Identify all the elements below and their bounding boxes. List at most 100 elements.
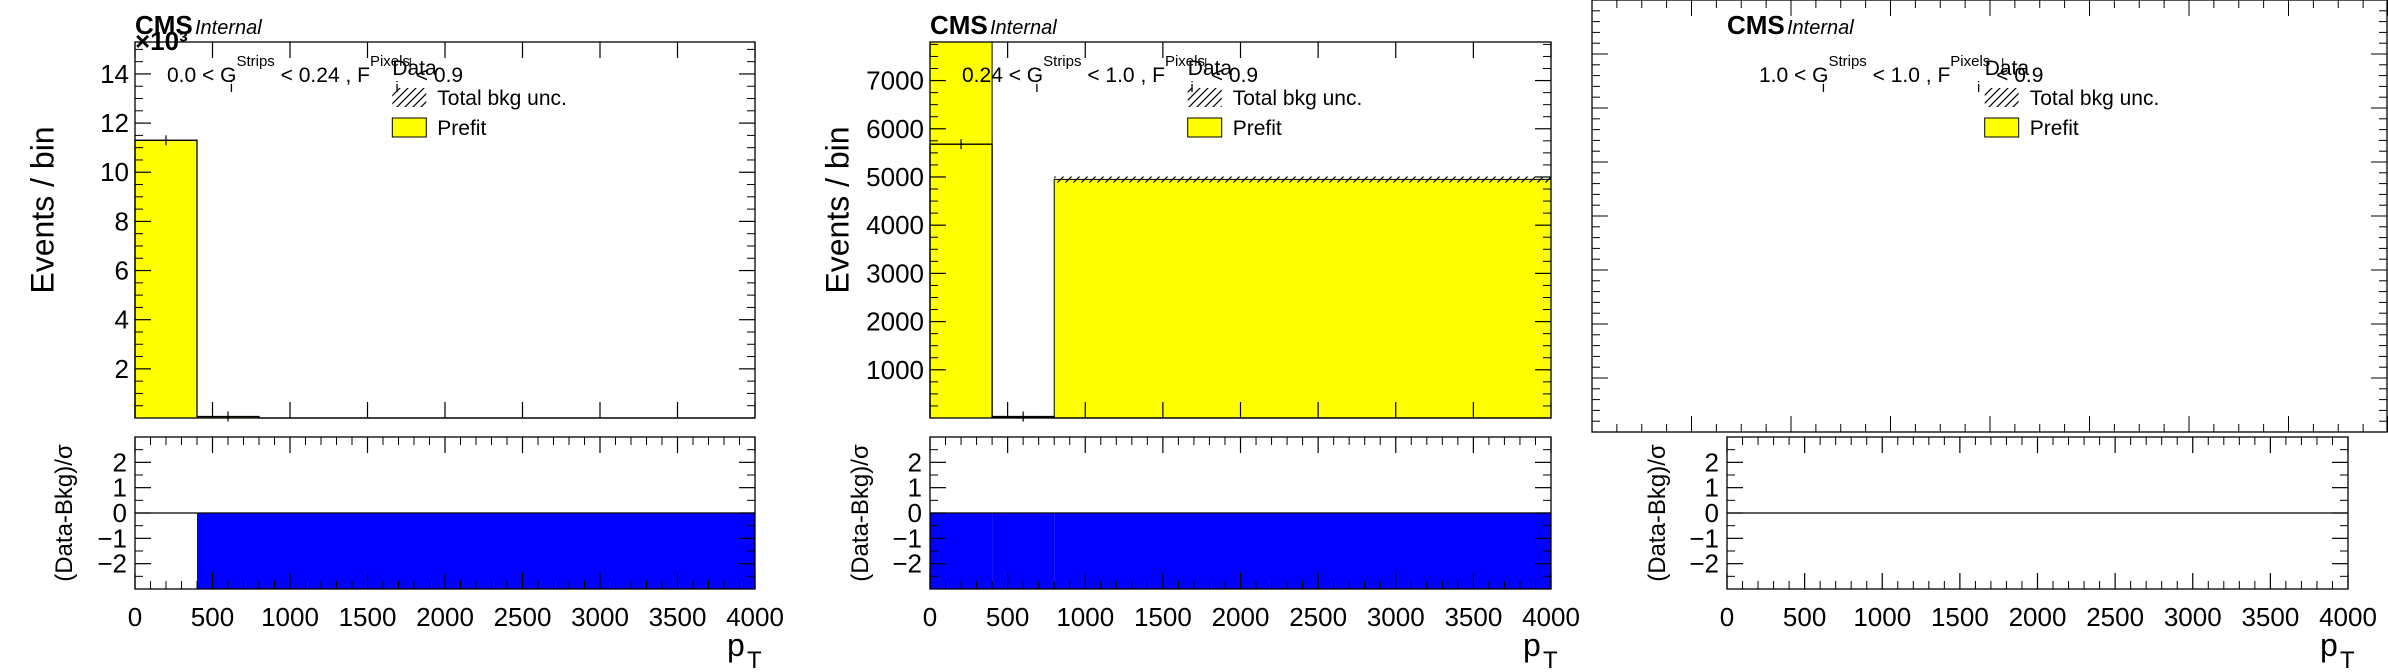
x-tick-label: 4000 bbox=[1522, 602, 1580, 632]
legend-unc-label: Total bkg unc. bbox=[437, 87, 567, 110]
legend-prefit-swatch bbox=[1984, 117, 2020, 138]
prefit-bar bbox=[135, 140, 197, 418]
internal-label: Internal bbox=[1787, 17, 1854, 39]
ratio-y-tick-label: 1 bbox=[1705, 473, 1719, 503]
x-tick-label: 1000 bbox=[1853, 602, 1911, 632]
cut-text: < 0.9 bbox=[1990, 64, 2043, 87]
y-tick-label: 1000 bbox=[866, 355, 924, 385]
ratio-y-tick-label: −1 bbox=[1689, 523, 1719, 553]
y-tick-label: 10 bbox=[100, 157, 129, 187]
y-tick-label: 2000 bbox=[866, 307, 924, 337]
cut-superscript: Pixels bbox=[370, 53, 410, 70]
internal-label: Internal bbox=[195, 17, 262, 39]
data-histogram bbox=[134, 139, 755, 419]
x-tick-label: 1000 bbox=[261, 602, 319, 632]
cut-subscript: i bbox=[230, 79, 233, 96]
cut-label: 1.0 < GStrips < 1.0 , FPixels < 0.9 bbox=[1759, 53, 2043, 87]
ratio-y-tick-label: 1 bbox=[908, 473, 922, 503]
pull-bar bbox=[259, 513, 755, 589]
pull-bar bbox=[1054, 513, 1551, 589]
ratio-y-tick-label: 0 bbox=[908, 498, 922, 528]
x-tick-label: 3000 bbox=[1367, 602, 1425, 632]
ratio-y-axis-title: (Data-Bkg)/σ bbox=[1644, 444, 1671, 582]
ratio-y-tick-label: 2 bbox=[1705, 447, 1719, 477]
cut-superscript: Strips bbox=[1043, 53, 1081, 70]
x-axis-title-sub: T bbox=[747, 647, 762, 672]
cut-label: 0.24 < GStrips < 1.0 , FPixels < 0.9 bbox=[962, 53, 1258, 87]
pull-bar bbox=[197, 513, 259, 589]
cut-text: < 0.9 bbox=[1205, 64, 1258, 87]
x-tick-label: 1500 bbox=[1931, 602, 1989, 632]
cut-text: < 0.9 bbox=[410, 64, 463, 87]
y-tick-label: 2 bbox=[115, 354, 129, 384]
legend-prefit-label: Prefit bbox=[437, 117, 486, 140]
x-tick-label: 3500 bbox=[2241, 602, 2299, 632]
x-axis-title: p bbox=[2320, 627, 2338, 663]
cut-text: 0.24 < G bbox=[962, 64, 1043, 87]
legend-unc-label: Total bkg unc. bbox=[2030, 87, 2160, 110]
cut-text: < 1.0 , F bbox=[1867, 64, 1950, 87]
x-tick-label: 4000 bbox=[726, 602, 784, 632]
legend-prefit-swatch bbox=[1187, 117, 1223, 138]
cut-text: 1.0 < G bbox=[1759, 64, 1828, 87]
legend-data-label: Data bbox=[1985, 57, 2030, 80]
x-axis-title-sub: T bbox=[1543, 647, 1558, 672]
legend-data-label: Data bbox=[392, 57, 437, 80]
x-tick-label: 2000 bbox=[416, 602, 474, 632]
y-tick-label: 7000 bbox=[866, 66, 924, 96]
cut-label: 0.0 < GStrips < 0.24 , FPixels < 0.9 bbox=[167, 53, 463, 87]
x-axis-title: p bbox=[727, 627, 745, 663]
exponent-label: ×10³ bbox=[135, 26, 188, 56]
cut-superscript: Strips bbox=[1828, 53, 1866, 70]
x-tick-label: 2500 bbox=[1289, 602, 1347, 632]
ratio-y-tick-label: 1 bbox=[113, 473, 127, 503]
cms-label: CMS bbox=[135, 10, 193, 40]
y-tick-label: 6000 bbox=[866, 114, 924, 144]
x-tick-label: 500 bbox=[191, 602, 234, 632]
x-tick-label: 0 bbox=[1720, 602, 1734, 632]
ratio-y-tick-label: −2 bbox=[892, 549, 922, 579]
y-axis-title: Events / bin bbox=[819, 126, 855, 293]
x-tick-label: 1500 bbox=[339, 602, 397, 632]
cut-subscript: i bbox=[1190, 79, 1193, 96]
x-tick-label: 0 bbox=[923, 602, 937, 632]
ratio-y-tick-label: −2 bbox=[97, 549, 127, 579]
cut-superscript: Pixels bbox=[1950, 53, 1990, 70]
y-tick-label: 3000 bbox=[866, 258, 924, 288]
legend-unc-label: Total bkg unc. bbox=[1233, 87, 1363, 110]
x-tick-label: 2000 bbox=[1212, 602, 1270, 632]
x-axis-title: p bbox=[1523, 627, 1541, 663]
prefit-outline bbox=[135, 139, 755, 419]
y-axis-title: Events / bin bbox=[24, 126, 60, 293]
ratio-y-tick-label: −1 bbox=[892, 523, 922, 553]
cut-subscript: i bbox=[395, 79, 398, 96]
x-tick-label: 500 bbox=[1783, 602, 1826, 632]
x-tick-label: 500 bbox=[986, 602, 1029, 632]
ratio-y-tick-label: 2 bbox=[113, 447, 127, 477]
cut-text: < 0.24 , F bbox=[275, 64, 370, 87]
x-tick-label: 2500 bbox=[2086, 602, 2144, 632]
ratio-y-axis-title: (Data-Bkg)/σ bbox=[847, 444, 874, 582]
ratio-y-tick-label: 0 bbox=[113, 498, 127, 528]
y-tick-label: 8 bbox=[115, 206, 129, 236]
x-tick-label: 3000 bbox=[2164, 602, 2222, 632]
x-tick-label: 2500 bbox=[494, 602, 552, 632]
x-tick-label: 0 bbox=[128, 602, 142, 632]
cut-superscript: Pixels bbox=[1165, 53, 1205, 70]
ratio-y-tick-label: −1 bbox=[97, 523, 127, 553]
x-axis-title-sub: T bbox=[2340, 647, 2355, 672]
x-tick-label: 1500 bbox=[1134, 602, 1192, 632]
y-tick-label: 5000 bbox=[866, 162, 924, 192]
legend-prefit-label: Prefit bbox=[2030, 117, 2079, 140]
x-tick-label: 2000 bbox=[2009, 602, 2067, 632]
x-tick-label: 3000 bbox=[571, 602, 629, 632]
ratio-y-tick-label: 0 bbox=[1705, 498, 1719, 528]
ratio-y-tick-label: −2 bbox=[1689, 549, 1719, 579]
legend-prefit-label: Prefit bbox=[1233, 117, 1282, 140]
cut-subscript: i bbox=[1035, 79, 1038, 96]
legend-data-label: Data bbox=[1188, 57, 1233, 80]
prefit-bar bbox=[1054, 179, 1551, 418]
